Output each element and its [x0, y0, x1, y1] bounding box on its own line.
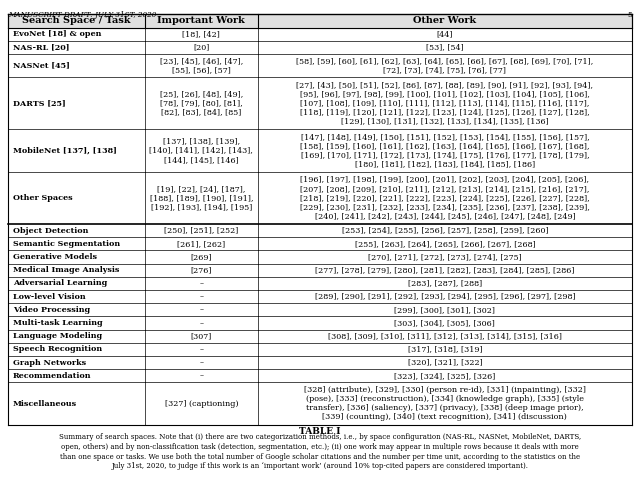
Text: [327] (captioning): [327] (captioning) [164, 399, 238, 408]
Text: –: – [199, 345, 204, 353]
Text: [19], [22], [24], [187],
[188], [189], [190], [191],
[192], [193], [194], [195]: [19], [22], [24], [187], [188], [189], [… [150, 185, 253, 211]
Text: Miscellaneous: Miscellaneous [13, 399, 77, 408]
Text: –: – [199, 359, 204, 367]
Text: Other Work: Other Work [413, 16, 477, 25]
Text: [270], [271], [272], [273], [274], [275]: [270], [271], [272], [273], [274], [275] [368, 253, 522, 261]
Text: Speech Recognition: Speech Recognition [13, 345, 102, 353]
Text: Other Spaces: Other Spaces [13, 194, 72, 202]
Text: [289], [290], [291], [292], [293], [294], [295], [296], [297], [298]: [289], [290], [291], [292], [293], [294]… [315, 292, 575, 300]
Text: [58], [59], [60], [61], [62], [63], [64], [65], [66], [67], [68], [69], [70], [7: [58], [59], [60], [61], [62], [63], [64]… [296, 57, 593, 74]
Text: [308], [309], [310], [311], [312], [313], [314], [315], [316]: [308], [309], [310], [311], [312], [313]… [328, 332, 562, 340]
Text: [261], [262]: [261], [262] [177, 240, 225, 248]
Text: Adversarial Learning: Adversarial Learning [13, 279, 107, 288]
Text: –: – [199, 372, 204, 380]
Text: Language Modeling: Language Modeling [13, 332, 102, 340]
Text: NASNet [45]: NASNet [45] [13, 61, 70, 70]
Text: [18], [42]: [18], [42] [182, 30, 220, 38]
Text: [250], [251], [252]: [250], [251], [252] [164, 227, 239, 235]
Text: Graph Networks: Graph Networks [13, 359, 86, 367]
Text: [328] (attribute), [329], [330] (person re-id), [331] (inpainting), [332]
(pose): [328] (attribute), [329], [330] (person … [304, 386, 586, 421]
Text: [317], [318], [319]: [317], [318], [319] [408, 345, 483, 353]
Text: Medical Image Analysis: Medical Image Analysis [13, 266, 119, 274]
Text: Generative Models: Generative Models [13, 253, 97, 261]
Text: Multi-task Learning: Multi-task Learning [13, 319, 102, 327]
Text: [269]: [269] [191, 253, 212, 261]
Text: MobileNet [137], [138]: MobileNet [137], [138] [13, 146, 116, 155]
Text: NAS-RL [20]: NAS-RL [20] [13, 43, 69, 51]
Text: [137], [138], [139],
[140], [141], [142], [143],
[144], [145], [146]: [137], [138], [139], [140], [141], [142]… [149, 137, 253, 164]
Text: MANUSCRIPT DRAFT: JULY 31ST, 2020: MANUSCRIPT DRAFT: JULY 31ST, 2020 [8, 11, 156, 19]
Text: [276]: [276] [191, 266, 212, 274]
Text: [277], [278], [279], [280], [281], [282], [283], [284], [285], [286]: [277], [278], [279], [280], [281], [282]… [315, 266, 575, 274]
Text: 5: 5 [627, 11, 632, 19]
Text: [25], [26], [48], [49],
[78], [79], [80], [81],
[82], [83], [84], [85]: [25], [26], [48], [49], [78], [79], [80]… [160, 90, 243, 116]
Text: –: – [199, 319, 204, 327]
Text: [53], [54]: [53], [54] [426, 43, 464, 51]
Text: EvoNet [18] & open: EvoNet [18] & open [13, 30, 101, 38]
Text: TABLE I: TABLE I [300, 427, 340, 436]
Text: Search Space / Task: Search Space / Task [22, 16, 131, 25]
Text: [283], [287], [288]: [283], [287], [288] [408, 279, 482, 288]
Text: [299], [300], [301], [302]: [299], [300], [301], [302] [394, 306, 495, 314]
Text: DARTS [25]: DARTS [25] [13, 99, 65, 107]
Text: [323], [324], [325], [326]: [323], [324], [325], [326] [394, 372, 495, 380]
Text: Recommendation: Recommendation [13, 372, 91, 380]
Text: Semantic Segmentation: Semantic Segmentation [13, 240, 120, 248]
Text: [255], [263], [264], [265], [266], [267], [268]: [255], [263], [264], [265], [266], [267]… [355, 240, 535, 248]
Text: –: – [199, 292, 204, 300]
Text: Summary of search spaces. Note that (i) there are two categorization methods, i.: Summary of search spaces. Note that (i) … [59, 433, 581, 470]
Text: [253], [254], [255], [256], [257], [258], [259], [260]: [253], [254], [255], [256], [257], [258]… [342, 227, 548, 235]
Text: [20]: [20] [193, 43, 209, 51]
Text: Object Detection: Object Detection [13, 227, 88, 235]
Text: [303], [304], [305], [306]: [303], [304], [305], [306] [394, 319, 495, 327]
Text: [27], [43], [50], [51], [52], [86], [87], [88], [89], [90], [91], [92], [93], [9: [27], [43], [50], [51], [52], [86], [87]… [296, 81, 593, 125]
Text: [196], [197], [198], [199], [200], [201], [202], [203], [204], [205], [206],
[20: [196], [197], [198], [199], [200], [201]… [300, 176, 590, 220]
Text: –: – [199, 306, 204, 314]
Text: [23], [45], [46], [47],
[55], [56], [57]: [23], [45], [46], [47], [55], [56], [57] [160, 57, 243, 74]
Text: Video Processing: Video Processing [13, 306, 90, 314]
Text: Important Work: Important Work [157, 16, 245, 25]
Text: [320], [321], [322]: [320], [321], [322] [408, 359, 483, 367]
Text: [147], [148], [149], [150], [151], [152], [153], [154], [155], [156], [157],
[15: [147], [148], [149], [150], [151], [152]… [300, 132, 589, 168]
Text: –: – [199, 279, 204, 288]
Text: [307]: [307] [191, 332, 212, 340]
Text: [44]: [44] [436, 30, 453, 38]
Text: Low-level Vision: Low-level Vision [13, 292, 85, 300]
